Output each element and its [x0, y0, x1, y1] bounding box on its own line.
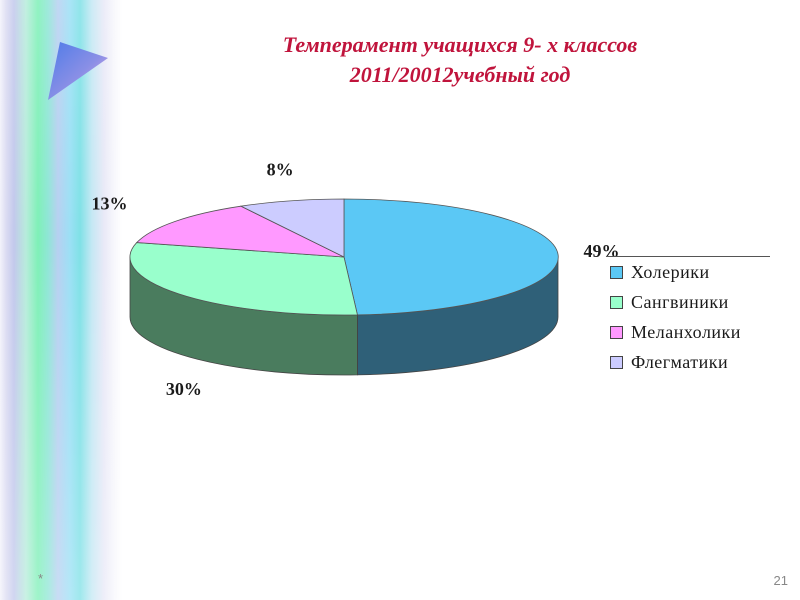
legend-label: Меланхолики	[631, 321, 741, 342]
pie-data-label: 49%	[584, 241, 620, 261]
pie-data-label: 30%	[166, 379, 202, 399]
pie-slice-4	[239, 198, 345, 258]
legend-swatch	[610, 295, 623, 309]
chart-legend: Холерики Сангвиники Меланхолики Флегмати…	[606, 256, 770, 377]
pie-slice-1	[343, 198, 559, 316]
triangle-arrow-icon	[48, 42, 108, 100]
legend-swatch	[610, 355, 623, 369]
legend-item: Сангвиники	[606, 287, 770, 317]
legend-label: Холерики	[631, 261, 710, 282]
legend-item: Флегматики	[606, 347, 770, 377]
title-line-1: Темперамент учащихся 9- х классов	[282, 32, 638, 57]
legend-swatch	[610, 325, 623, 339]
legend-label: Флегматики	[631, 351, 729, 372]
title-line-2: 2011/20012учебный год	[349, 62, 571, 87]
pie-slice-2	[129, 242, 358, 316]
pie-slice-3	[135, 205, 345, 258]
legend-item: Меланхолики	[606, 317, 770, 347]
legend-item: Холерики	[606, 257, 770, 287]
footer-marker: *	[38, 571, 44, 586]
side-gradient-strip	[0, 0, 122, 600]
pie-data-label: 8%	[267, 160, 294, 180]
pie-data-label: 13%	[92, 194, 128, 214]
legend-swatch	[610, 265, 623, 279]
page-number: 21	[773, 573, 788, 588]
legend-label: Сангвиники	[631, 291, 729, 312]
pie-tops	[129, 198, 559, 316]
slide-title: Темперамент учащихся 9- х классов 2011/2…	[200, 30, 720, 90]
